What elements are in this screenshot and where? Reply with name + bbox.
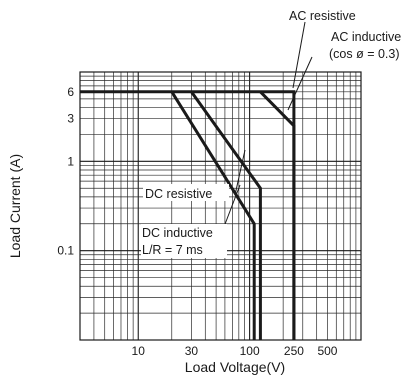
y-tick-label: 6 xyxy=(67,85,74,99)
leader-ac-inductive xyxy=(287,56,313,111)
series-line-3 xyxy=(170,91,256,340)
series-line-1 xyxy=(259,90,296,340)
x-tick-label: 500 xyxy=(317,344,337,358)
label-dc-inductive-lr: L/R = 7 ms xyxy=(142,243,203,257)
y-tick-label: 3 xyxy=(67,112,74,126)
y-tick-labels: 6 3 1 0.1 xyxy=(57,85,74,258)
x-axis-label: Load Voltage(V) xyxy=(185,359,285,375)
x-tick-label: 30 xyxy=(185,344,199,358)
series-line-2 xyxy=(190,90,262,340)
chart-curves xyxy=(80,90,296,340)
label-ac-inductive: AC inductive xyxy=(331,30,401,44)
x-tick-label: 250 xyxy=(284,344,304,358)
label-dc-inductive: DC inductive xyxy=(142,226,213,240)
y-tick-label: 1 xyxy=(67,154,74,168)
label-ac-resistive: AC resistive xyxy=(289,9,356,23)
chart-grid xyxy=(79,72,361,341)
x-tick-label: 100 xyxy=(240,344,260,358)
leader-dc-resistive xyxy=(234,149,246,196)
label-bg-dc-inductive xyxy=(141,224,227,258)
label-bg-dc-resistive xyxy=(143,184,229,201)
x-tick-labels: 10 30 100 250 500 xyxy=(132,344,338,358)
label-ac-inductive-cos: (cos ø = 0.3) xyxy=(329,47,400,61)
leader-ac-resistive xyxy=(292,21,306,89)
label-dc-resistive: DC resistive xyxy=(145,187,212,201)
y-axis-label: Load Current (A) xyxy=(7,154,23,258)
y-tick-label: 0.1 xyxy=(57,244,74,258)
plot-frame xyxy=(79,71,362,341)
x-tick-label: 10 xyxy=(132,344,146,358)
